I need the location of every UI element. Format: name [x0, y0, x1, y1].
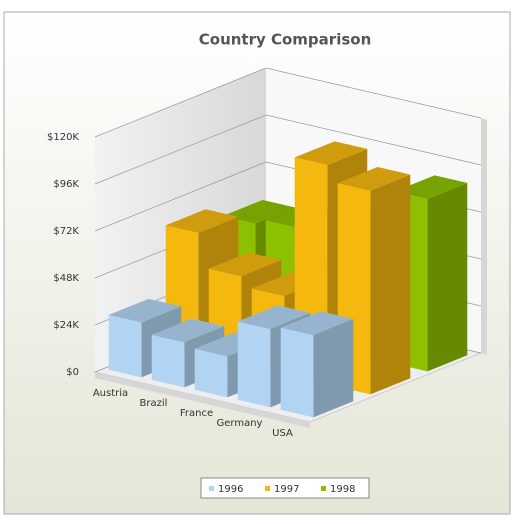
x-tick-label: Germany: [217, 418, 263, 429]
legend: 1996 1997 1998: [200, 477, 370, 499]
bar-top: [294, 141, 368, 166]
legend-swatch: [209, 486, 214, 491]
y-tick-label: $0: [66, 367, 79, 378]
x-tick-label: USA: [272, 428, 293, 439]
legend-label: 1996: [218, 484, 243, 495]
back-wall-edge: [481, 118, 487, 355]
grid-line: [94, 114, 482, 185]
legend-swatch: [265, 486, 270, 491]
plot: $0 $24K $48K $72K $96K $120K Austria Brazil Fran…: [47, 67, 487, 439]
y-tick-label: $24K: [53, 320, 79, 331]
legend-swatch: [321, 486, 326, 491]
chart-title: Country Comparison: [199, 31, 372, 49]
bar-top: [108, 298, 182, 323]
bar-front: [108, 314, 142, 378]
bar-top: [280, 311, 354, 336]
y-tick-label: $96K: [53, 179, 79, 190]
bar-front: [194, 348, 228, 398]
bar-top: [222, 199, 296, 224]
legend-label: 1998: [330, 484, 355, 495]
grid-line: [94, 67, 482, 138]
bar-front: [237, 321, 271, 408]
bar-side: [370, 174, 411, 395]
floor-edge: [95, 372, 310, 428]
bar-top: [151, 318, 225, 343]
bar-side: [313, 319, 354, 418]
y-tick-label: $120K: [47, 132, 79, 143]
bar-front: [280, 327, 314, 418]
x-tick-label: Austria: [93, 388, 128, 399]
x-tick-label: Brazil: [140, 398, 168, 409]
bar-top: [237, 305, 311, 330]
legend-label: 1997: [274, 484, 299, 495]
bar-top: [337, 166, 411, 191]
bar-front: [151, 334, 185, 388]
y-tick-label: $72K: [53, 226, 79, 237]
legend-box: [200, 477, 370, 499]
y-tick-label: $48K: [53, 273, 79, 284]
x-tick-label: France: [180, 408, 213, 419]
bar-top: [208, 252, 282, 277]
bar-top: [165, 209, 239, 233]
bar-top: [394, 175, 468, 200]
bar-side: [427, 182, 468, 372]
